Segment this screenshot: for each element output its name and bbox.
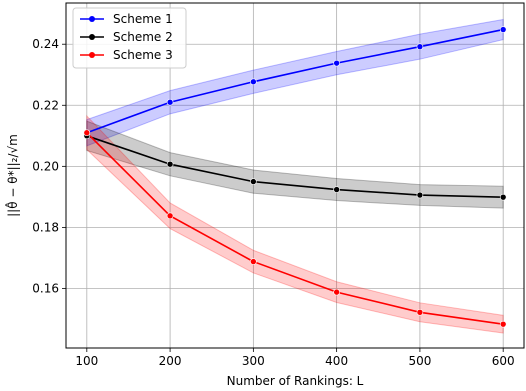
scheme-2-point — [416, 191, 424, 199]
scheme-1-point — [333, 59, 340, 67]
scheme-2-confidence-band — [86, 120, 504, 209]
legend-box — [72, 7, 187, 69]
y-tick-label: 0.24 — [32, 37, 59, 51]
x-tick-label: 200 — [159, 354, 182, 368]
scheme-1-line — [86, 28, 504, 134]
x-axis-ticks: 100 200 300 400 500 600 — [75, 348, 515, 368]
scheme-3-point — [83, 129, 91, 137]
y-tick-label: 0.22 — [32, 98, 59, 112]
scheme-2-legend-label: Scheme 2 — [113, 30, 173, 44]
scheme-3-confidence-band — [86, 114, 504, 334]
plot-frame — [65, 2, 525, 349]
y-axis-ticks: 0.16 0.18 0.20 0.22 0.24 — [32, 37, 66, 295]
scheme-1-point — [250, 78, 257, 86]
series-lines — [86, 28, 504, 325]
scheme-3-point — [499, 320, 507, 328]
x-tick-label: 500 — [408, 354, 431, 368]
y-tick-label: 0.16 — [32, 281, 59, 295]
scheme-3-point — [333, 288, 340, 296]
scheme-2-legend-marker — [89, 34, 95, 40]
x-tick-label: 300 — [242, 354, 265, 368]
x-axis-label: Number of Rankings: L — [227, 374, 364, 388]
scheme-3-legend-label: Scheme 3 — [113, 48, 173, 62]
scheme-2-point — [499, 193, 507, 201]
scheme-2-point — [333, 186, 340, 193]
x-tick-label: 100 — [75, 354, 98, 368]
scheme-3-point — [250, 258, 257, 265]
x-tick-label: 400 — [325, 354, 348, 368]
scheme-2-line — [86, 135, 504, 198]
scheme-3-point — [166, 212, 174, 220]
y-axis-label: ||θ̂ − θ*||₂/√m — [4, 134, 20, 217]
x-tick-label: 600 — [492, 354, 515, 368]
scheme-2-point — [166, 160, 174, 168]
scheme-3-line — [86, 132, 504, 325]
scheme-1-legend-label: Scheme 1 — [113, 12, 173, 26]
scheme-1-point — [416, 43, 424, 50]
scheme-3-legend-marker — [89, 52, 95, 58]
y-tick-label: 0.20 — [32, 159, 59, 173]
scheme-1-point — [166, 98, 174, 106]
scheme-3-point — [416, 308, 424, 316]
scheme-1-legend-marker — [89, 16, 95, 22]
scheme-1-point — [499, 26, 507, 33]
y-tick-label: 0.18 — [32, 220, 59, 234]
scheme-2-point — [250, 178, 257, 185]
legend: Scheme 1 Scheme 2 Scheme 3 — [72, 7, 187, 69]
series-points — [83, 26, 507, 328]
